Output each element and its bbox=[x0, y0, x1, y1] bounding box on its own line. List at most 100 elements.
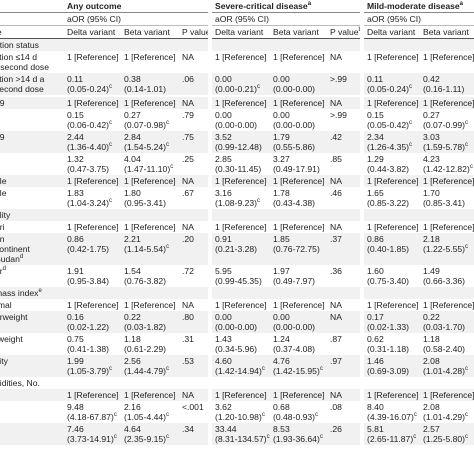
row-label: rmal bbox=[0, 299, 64, 311]
cell-line: ale bbox=[0, 188, 7, 198]
cell-line: (0.02-1.33) bbox=[367, 322, 410, 332]
cell-note: e bbox=[38, 288, 42, 295]
cell-line: (1.42-12.82) bbox=[423, 164, 470, 174]
table-cell: 0.38 (0.14-1.01) bbox=[121, 73, 179, 95]
table-cell bbox=[179, 38, 210, 51]
cell-line: (1.01-4.28) bbox=[423, 366, 466, 376]
cell-line: (0.76-3.82) bbox=[124, 276, 167, 286]
table-cell: 1 [Reference] bbox=[360, 51, 420, 73]
table-cell: 2.85 (0.30-11.45) bbox=[208, 153, 270, 175]
row-label: 59 bbox=[0, 131, 64, 153]
cell-line: (0.49-7.97) bbox=[273, 276, 316, 286]
column-label: Beta variant bbox=[273, 27, 319, 37]
table-cell: 1 [Reference] bbox=[208, 175, 270, 187]
table-cell: 1.43 (0.34-5.96) bbox=[208, 333, 270, 355]
cell-line: (8.31-134.57) bbox=[215, 434, 267, 444]
cell-line: <.001 bbox=[182, 402, 204, 412]
table-cell bbox=[64, 38, 121, 51]
cell-note: c bbox=[166, 142, 170, 149]
group-label: Mild-moderate disease bbox=[367, 1, 460, 11]
cell-note: c bbox=[109, 120, 113, 127]
row-label: erd bbox=[0, 265, 64, 287]
cell-line: 1 [Reference] bbox=[273, 390, 325, 400]
table-cell: 1.32 (0.47-3.75) bbox=[64, 153, 121, 175]
cell-line: rweight bbox=[0, 334, 23, 344]
cell-line: 1 [Reference] bbox=[423, 98, 474, 108]
column-row: le Delta variant Beta variant P valueb Delta… bbox=[0, 25, 474, 39]
row-label bbox=[0, 153, 64, 175]
cell-line: >.99 bbox=[330, 110, 347, 120]
cell-line: (0.40-1.85) bbox=[367, 244, 410, 254]
cell-line: 1.43 bbox=[215, 334, 232, 344]
sub-spacer bbox=[179, 12, 210, 26]
table-cell: 2.18 (1.22-5.55)c bbox=[420, 233, 474, 265]
cell-line: (0.03-1.70) bbox=[423, 322, 466, 332]
cell-line: (1.26-4.35) bbox=[367, 142, 410, 152]
table-cell: 1 [Reference] bbox=[121, 221, 179, 233]
cell-line: 1 [Reference] bbox=[273, 176, 325, 186]
row-label: erweight bbox=[0, 311, 64, 333]
cell-line: 4.60 bbox=[215, 356, 232, 366]
cell-line: 1.85 bbox=[273, 234, 290, 244]
table-cell: 3.62 (1.20-10.98)c bbox=[208, 401, 270, 423]
cell-line: (2.35-9.15) bbox=[124, 434, 167, 444]
cell-line: 1 [Reference] bbox=[367, 52, 419, 62]
cell-line: second dose bbox=[0, 84, 44, 94]
cell-line: (0.47-3.75) bbox=[67, 164, 110, 174]
table-cell bbox=[121, 209, 179, 221]
cell-line: 3.03 bbox=[423, 132, 440, 142]
cell-line: (0.61-2.29) bbox=[124, 344, 167, 354]
cell-note: c bbox=[166, 244, 170, 251]
table-cell: 3.27 (0.49-17.91) bbox=[270, 153, 327, 175]
cell-line: 1 [Reference] bbox=[215, 98, 267, 108]
row-label: ation status bbox=[0, 38, 64, 51]
cell-line: (1.59-5.78) bbox=[423, 142, 466, 152]
cell-line: 1 [Reference] bbox=[215, 176, 267, 186]
table-cell: .80 bbox=[179, 311, 210, 333]
table-cell bbox=[360, 287, 420, 299]
table-cell: NA bbox=[327, 221, 362, 233]
cell-line: 0.16 bbox=[67, 312, 84, 322]
cell-line: 0.15 bbox=[67, 110, 84, 120]
column-label: Delta variant bbox=[215, 27, 264, 37]
cell-line: 1 [Reference] bbox=[215, 222, 267, 232]
cell-line: ale bbox=[0, 176, 7, 186]
group-header: Severe-critical diseasea bbox=[208, 0, 362, 13]
table-row: 9.48 (4.18-67.87)c 2.16 (1.05-4.44)c <.001 3.… bbox=[0, 401, 474, 423]
table-cell: .06 bbox=[179, 73, 210, 95]
table-cell: .42 bbox=[327, 131, 362, 153]
table-cell: 5.95 (0.99-45.35) bbox=[208, 265, 270, 287]
cell-line: 3.52 bbox=[215, 132, 232, 142]
table-cell: NA bbox=[327, 175, 362, 187]
cell-line: NA bbox=[330, 300, 342, 310]
cell-note: c bbox=[465, 366, 469, 373]
cell-line: 1.54 bbox=[124, 266, 141, 276]
cell-line: NA bbox=[182, 222, 194, 232]
row-label bbox=[0, 401, 64, 423]
table-cell: NA bbox=[327, 389, 362, 401]
cell-line: (0.03-1.82) bbox=[124, 322, 167, 332]
cell-line: 8.40 bbox=[367, 402, 384, 412]
table-row: 0.15 (0.06-0.42)c 0.27 (0.07-0.98)c .79 0.00(… bbox=[0, 109, 474, 131]
cell-line: (0.00-0.00) bbox=[273, 322, 316, 332]
cell-line: 0.11 bbox=[67, 74, 84, 84]
cell-note: c bbox=[319, 366, 323, 373]
cell-note: c bbox=[109, 198, 113, 205]
table-cell: NA bbox=[327, 51, 362, 73]
cell-line: 3.16 bbox=[215, 188, 232, 198]
cell-note: c bbox=[409, 142, 413, 149]
cell-line: er bbox=[0, 266, 3, 276]
table-cell: 1.78 (0.43-4.38) bbox=[270, 187, 327, 209]
table-cell bbox=[179, 377, 210, 389]
cell-line: .34 bbox=[182, 424, 194, 434]
table-cell bbox=[327, 209, 362, 221]
table-cell: 0.22 (0.03-1.70) bbox=[420, 311, 474, 333]
sub-header: aOR (95% CI) bbox=[360, 12, 474, 26]
cell-line: .79 bbox=[182, 110, 194, 120]
table-cell bbox=[64, 287, 121, 299]
table-cell bbox=[420, 209, 474, 221]
table-cell: 0.11 (0.05-0.24)c bbox=[360, 73, 420, 95]
table-cell: NA bbox=[327, 311, 362, 333]
table-cell: 2.84 (1.54-5.24)c bbox=[121, 131, 179, 153]
group-label-note: a bbox=[307, 1, 312, 8]
